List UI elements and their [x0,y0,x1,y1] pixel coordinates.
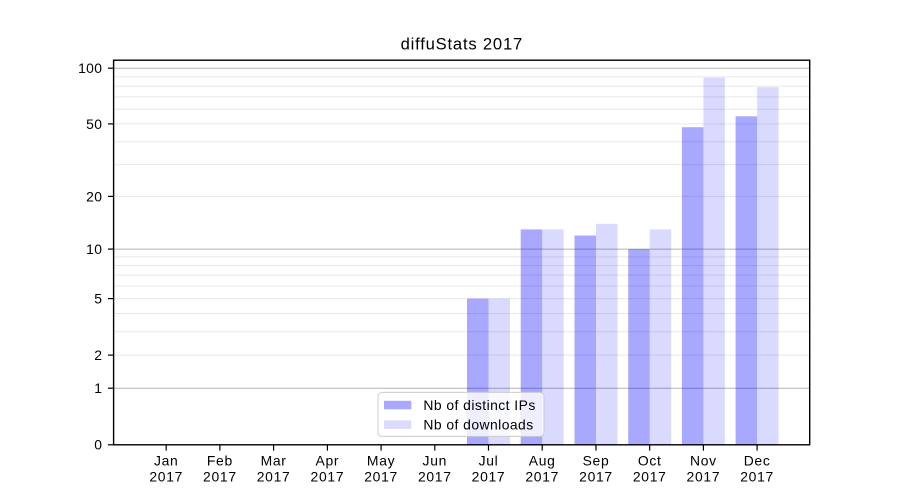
svg-text:2017: 2017 [418,469,452,485]
svg-text:2017: 2017 [203,469,237,485]
svg-text:2017: 2017 [687,469,721,485]
svg-text:5: 5 [94,291,102,307]
svg-text:Mar: Mar [261,453,287,469]
svg-text:Dec: Dec [744,453,771,469]
svg-text:2017: 2017 [472,469,506,485]
svg-text:Nb of distinct IPs: Nb of distinct IPs [423,397,535,413]
svg-text:0: 0 [94,437,102,453]
svg-text:diffuStats 2017: diffuStats 2017 [401,35,523,54]
svg-text:Oct: Oct [638,453,662,469]
svg-text:2017: 2017 [257,469,291,485]
svg-text:10: 10 [86,241,102,257]
svg-text:Nb of downloads: Nb of downloads [423,416,533,432]
svg-text:2: 2 [94,347,102,363]
svg-text:May: May [367,453,395,469]
svg-text:Aug: Aug [529,453,556,469]
svg-text:Jun: Jun [423,453,448,469]
svg-text:Sep: Sep [583,453,610,469]
svg-text:100: 100 [78,60,102,76]
svg-text:Feb: Feb [207,453,233,469]
svg-text:2017: 2017 [740,469,774,485]
svg-text:2017: 2017 [149,469,183,485]
svg-text:Jan: Jan [154,453,179,469]
svg-text:50: 50 [86,116,102,132]
svg-text:2017: 2017 [579,469,613,485]
svg-text:2017: 2017 [525,469,559,485]
svg-text:2017: 2017 [633,469,667,485]
svg-text:2017: 2017 [311,469,345,485]
svg-text:20: 20 [86,188,102,204]
svg-text:Nov: Nov [690,453,717,469]
svg-text:Jul: Jul [479,453,499,469]
svg-text:Apr: Apr [316,453,340,469]
svg-text:2017: 2017 [364,469,398,485]
svg-text:1: 1 [94,380,102,396]
